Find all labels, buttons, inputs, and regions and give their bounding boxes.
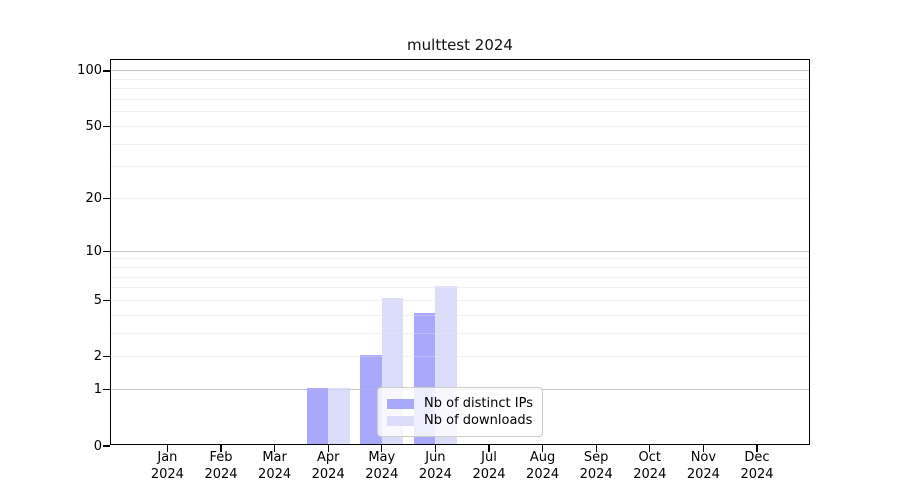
y-tick-mark [103,70,110,72]
gridline-minor [111,198,809,200]
x-tick-label-feb: Feb 2024 [204,450,238,482]
legend-label-distinct-ips: Nb of distinct IPs [424,395,533,411]
x-tick-mark [595,445,597,452]
y-tick-mark [103,389,110,391]
gridline-minor [111,266,809,268]
bar-apr-distinct-ips [306,387,329,444]
gridline-major [111,250,809,252]
x-tick-label-mar: Mar 2024 [258,450,292,482]
x-tick-label-oct: Oct 2024 [633,450,667,482]
legend-item-downloads: Nb of downloads [387,412,533,429]
x-tick-label-apr: Apr 2024 [311,450,345,482]
legend-label-downloads: Nb of downloads [424,412,533,428]
x-axis-ticks: Jan 2024 Feb 2024 Mar 2024 Apr 2024 May 2024 Jun 20… [111,60,809,482]
plot-area: 0 1 2 5 10 20 50 100 Jan 2024 Feb 2024 Mar 2024 Apr 20… [77,59,810,482]
gridline-minor [111,99,809,101]
y-tick-label-5: 5 [93,292,102,308]
x-tick-mark [381,445,383,452]
y-tick-label-20: 20 [85,191,102,207]
legend: Nb of distinct IPs Nb of downloads [377,387,543,437]
x-tick-mark [702,445,705,452]
y-tick-mark [103,445,110,447]
bar-may-distinct-ips [360,354,382,444]
gridline-minor [111,332,809,334]
y-tick-mark [103,356,110,358]
x-tick-label-dec: Dec 2024 [740,450,774,482]
x-tick-label-jan: Jan 2024 [150,450,184,482]
x-tick-label-may: May 2024 [365,450,399,482]
gridline-minor [111,143,809,145]
y-tick-label-10: 10 [85,243,102,259]
y-tick-label-50: 50 [85,119,102,134]
bar-apr-downloads [328,387,350,444]
x-tick-mark [488,445,490,452]
gridline-minor [111,356,809,358]
y-tick-label-2: 2 [93,349,102,365]
x-tick-label-nov: Nov 2024 [686,450,720,482]
x-tick-label-jun: Jun 2024 [418,450,452,482]
gridline-major [111,70,809,72]
gridline-minor [111,258,809,260]
x-tick-mark [649,445,651,452]
y-tick-label-1: 1 [93,382,102,398]
gridline-minor [111,88,809,90]
x-tick-label-jul: Jul 2024 [472,450,506,482]
y-tick-label-100: 100 [77,63,102,79]
x-tick-mark [220,445,222,452]
x-tick-mark [756,445,758,452]
gridline-minor [111,126,809,127]
y-tick-mark [103,250,110,252]
y-tick-mark [103,125,110,128]
x-tick-label-sep: Sep 2024 [579,450,613,482]
gridline-minor [111,166,809,168]
y-tick-mark [103,197,110,200]
legend-swatch-distinct-ips [387,398,415,409]
gridline-minor [111,78,809,80]
x-tick-mark [541,445,544,452]
y-tick-label-0: 0 [93,438,102,454]
x-tick-label-aug: Aug 2024 [526,450,560,482]
y-axis-ticks: 0 1 2 5 10 20 50 100 [77,60,809,454]
x-tick-mark [273,445,276,452]
gridline-minor [111,314,809,316]
gridline-minor [111,299,809,301]
legend-swatch-downloads [387,415,415,426]
legend-item-distinct-ips: Nb of distinct IPs [387,395,533,412]
gridline-minor [111,111,809,113]
gridline-minor [111,287,809,289]
x-tick-mark [327,445,329,452]
x-tick-mark [166,445,169,452]
chart-title: multtest 2024 [407,36,513,54]
y-tick-mark [103,299,110,302]
gridline-minor [111,276,809,278]
x-tick-mark [434,445,437,452]
